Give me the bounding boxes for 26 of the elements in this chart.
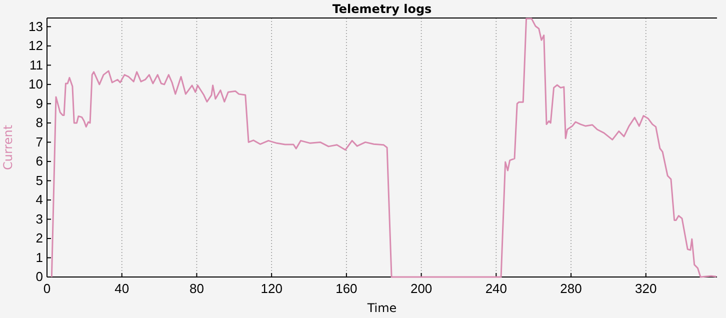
y-tick-label: 11	[30, 57, 43, 72]
x-tick-label: 280	[560, 281, 582, 296]
y-tick-label: 8	[36, 115, 43, 130]
y-tick-label: 7	[36, 134, 43, 150]
y-tick-label: 0	[36, 269, 43, 284]
line-series	[50, 18, 717, 278]
y-tick-label: 2	[36, 230, 43, 246]
x-tick-label: 120	[260, 281, 282, 296]
y-axis-title: Current	[1, 124, 15, 170]
x-tick-label: 40	[114, 281, 130, 296]
y-tick-label: 3	[36, 211, 43, 226]
y-tick-label: 13	[28, 18, 43, 34]
x-tick-label: 200	[410, 281, 432, 296]
x-tick-label: 240	[485, 281, 508, 296]
x-tick-label: 320	[635, 281, 657, 296]
y-tick-label: 6	[36, 154, 43, 169]
y-tick-label: 1	[36, 250, 43, 265]
x-tick-label: 160	[336, 281, 358, 296]
x-axis-title: Time	[366, 301, 397, 315]
chart-title: Telemetry logs	[332, 2, 432, 16]
y-tick-label: 9	[36, 96, 43, 111]
y-tick-label: 10	[28, 76, 43, 92]
y-tick-label: 5	[36, 172, 43, 188]
y-tick-label: 4	[36, 192, 43, 208]
x-tick-label: 80	[189, 281, 204, 296]
y-tick-label: 12	[28, 38, 43, 54]
